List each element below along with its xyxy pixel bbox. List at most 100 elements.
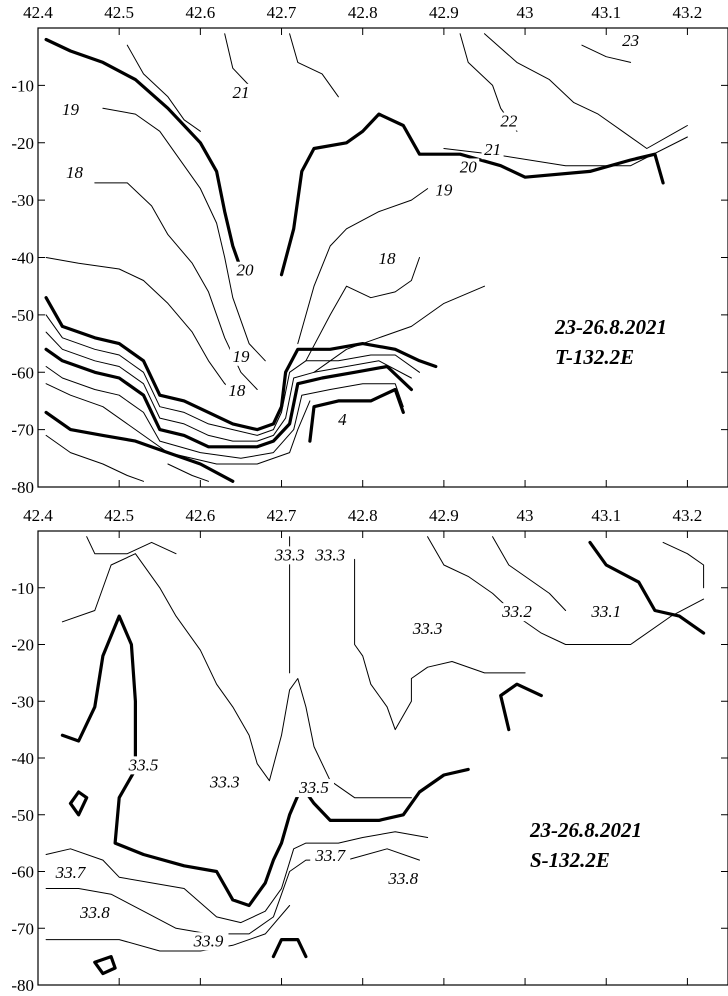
contour-label-mask xyxy=(310,546,351,565)
y-tick-label: -80 xyxy=(11,976,34,995)
isoline xyxy=(45,257,242,396)
contour-label-mask xyxy=(204,773,245,792)
y-tick-label: -70 xyxy=(11,919,34,938)
contour-label-mask xyxy=(63,164,86,183)
isoline xyxy=(297,188,429,345)
contour-label: 33.7 xyxy=(55,863,87,882)
x-tick-label: 43.1 xyxy=(591,3,621,22)
x-tick-label: 43 xyxy=(517,506,534,525)
bold-isoline xyxy=(68,790,89,817)
bold-isoline xyxy=(271,938,308,959)
y-tick-label: -20 xyxy=(11,134,34,153)
contour-label-mask xyxy=(234,261,256,280)
survey-date: 23-26.8.2021 xyxy=(529,818,642,842)
x-tick-label: 42.8 xyxy=(348,3,378,22)
contour-label: 33.3 xyxy=(274,545,305,564)
contour-label-mask xyxy=(586,603,627,622)
contour-label-mask xyxy=(383,869,424,888)
contour-label-mask xyxy=(294,779,334,798)
contour-label: 33.3 xyxy=(412,619,443,638)
contour-label-mask xyxy=(225,382,248,401)
x-tick-label: 42.6 xyxy=(185,3,215,22)
x-tick-label: 42.9 xyxy=(429,3,459,22)
contour-label: 21 xyxy=(232,83,249,102)
isoline xyxy=(289,33,339,98)
isoline xyxy=(484,33,688,149)
contour-label-mask xyxy=(376,250,399,269)
contour-label: 20 xyxy=(237,261,255,280)
y-tick-label: -20 xyxy=(11,636,34,655)
isoline xyxy=(167,463,209,482)
isoline xyxy=(581,44,632,63)
y-tick-label: -50 xyxy=(11,306,34,325)
isoline xyxy=(45,366,404,459)
contour-label-mask xyxy=(269,546,310,565)
contour-label: 18 xyxy=(228,381,246,400)
contour-label: 33.8 xyxy=(387,869,418,888)
isoline xyxy=(61,553,412,799)
x-tick-label: 42.4 xyxy=(23,3,53,22)
x-tick-label: 42.5 xyxy=(104,3,134,22)
isoline xyxy=(45,314,420,436)
isoline xyxy=(305,257,420,362)
contour-label-mask xyxy=(619,32,642,51)
x-tick-label: 42.8 xyxy=(348,506,378,525)
bold-isoline xyxy=(44,347,413,449)
contour-label-mask xyxy=(497,112,520,131)
contour-label: 33.7 xyxy=(314,846,346,865)
bold-isoline xyxy=(93,955,117,976)
x-tick-label: 42.9 xyxy=(429,506,459,525)
contour-label: 23 xyxy=(622,31,639,50)
contour-label: 33.2 xyxy=(501,602,532,621)
contour-label-mask xyxy=(229,83,252,102)
contour-label: 33.8 xyxy=(79,903,110,922)
isoline xyxy=(45,905,291,952)
y-tick-label: -40 xyxy=(11,749,34,768)
bold-isoline xyxy=(44,37,243,271)
x-tick-label: 43.2 xyxy=(673,3,703,22)
contour-label-mask xyxy=(432,181,455,200)
temperature-section-panel: 42.4 42.5 42.6 42.7 42.8 42.9 43 43.1 43.2 -10 -20… xyxy=(11,3,728,497)
isoline xyxy=(45,831,429,924)
contour-label-mask xyxy=(123,756,164,775)
contour-label: 33.1 xyxy=(590,602,621,621)
x-tick-label: 42.7 xyxy=(267,3,297,22)
contour-label: 19 xyxy=(435,180,453,199)
contour-label: 22 xyxy=(500,112,518,131)
x-tick-label: 42.4 xyxy=(23,506,53,525)
contour-label: 20 xyxy=(460,157,478,176)
contour-label: 21 xyxy=(484,140,501,159)
x-tick-label: 43 xyxy=(517,3,534,22)
contour-label: 33.3 xyxy=(314,545,345,564)
contour-label: 4 xyxy=(338,410,347,429)
contour-label: 33.5 xyxy=(298,778,329,797)
contour-label: 19 xyxy=(232,347,250,366)
contour-label: 33.9 xyxy=(193,931,224,950)
x-tick-label: 42.7 xyxy=(267,506,297,525)
section-id: T-132.2E xyxy=(555,345,634,369)
x-tick-label: 43.2 xyxy=(673,506,703,525)
x-tick-label: 42.5 xyxy=(104,506,134,525)
contour-label-mask xyxy=(59,101,82,120)
isoline xyxy=(224,33,250,86)
contour-label: 19 xyxy=(62,100,80,119)
contour-label-mask xyxy=(188,932,229,951)
contour-label-mask xyxy=(50,864,91,883)
isoline xyxy=(102,107,266,362)
y-tick-label: -80 xyxy=(11,478,34,497)
section-id: S-132.2E xyxy=(530,848,610,872)
y-tick-label: -10 xyxy=(11,76,34,95)
x-tick-label: 43.1 xyxy=(591,506,621,525)
isoline xyxy=(126,44,201,132)
y-tick-label: -40 xyxy=(11,249,34,268)
y-tick-label: -50 xyxy=(11,806,34,825)
bold-isoline xyxy=(44,296,438,432)
isoline xyxy=(427,536,705,645)
contour-label: 33.5 xyxy=(128,755,159,774)
isoline xyxy=(45,331,412,442)
y-tick-label: -60 xyxy=(11,363,34,382)
isoline xyxy=(313,285,485,373)
isoline xyxy=(86,536,177,555)
bold-isoline xyxy=(279,112,665,277)
